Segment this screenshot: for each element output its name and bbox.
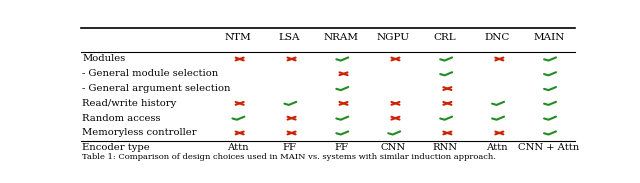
Text: NTM: NTM [224,33,251,42]
Text: Random access: Random access [83,114,161,123]
Text: DNC: DNC [484,33,510,42]
Text: NGPU: NGPU [377,33,410,42]
Text: FF: FF [334,143,348,152]
Text: Memoryless controller: Memoryless controller [83,128,197,137]
Text: CNN + Attn: CNN + Attn [518,143,580,152]
Text: Table 1: Comparison of design choices used in MAIN vs. systems with similar indu: Table 1: Comparison of design choices us… [83,153,497,161]
Text: FF: FF [282,143,296,152]
Text: LSA: LSA [278,33,300,42]
Text: RNN: RNN [433,143,458,152]
Text: Read/write history: Read/write history [83,99,177,108]
Text: - General argument selection: - General argument selection [83,84,231,93]
Text: MAIN: MAIN [533,33,564,42]
Text: Attn: Attn [486,143,508,152]
Text: CNN: CNN [381,143,406,152]
Text: - General module selection: - General module selection [83,69,219,78]
Text: Encoder type: Encoder type [83,143,150,152]
Text: Modules: Modules [83,55,125,64]
Text: Attn: Attn [227,143,248,152]
Text: NRAM: NRAM [324,33,359,42]
Text: CRL: CRL [434,33,456,42]
